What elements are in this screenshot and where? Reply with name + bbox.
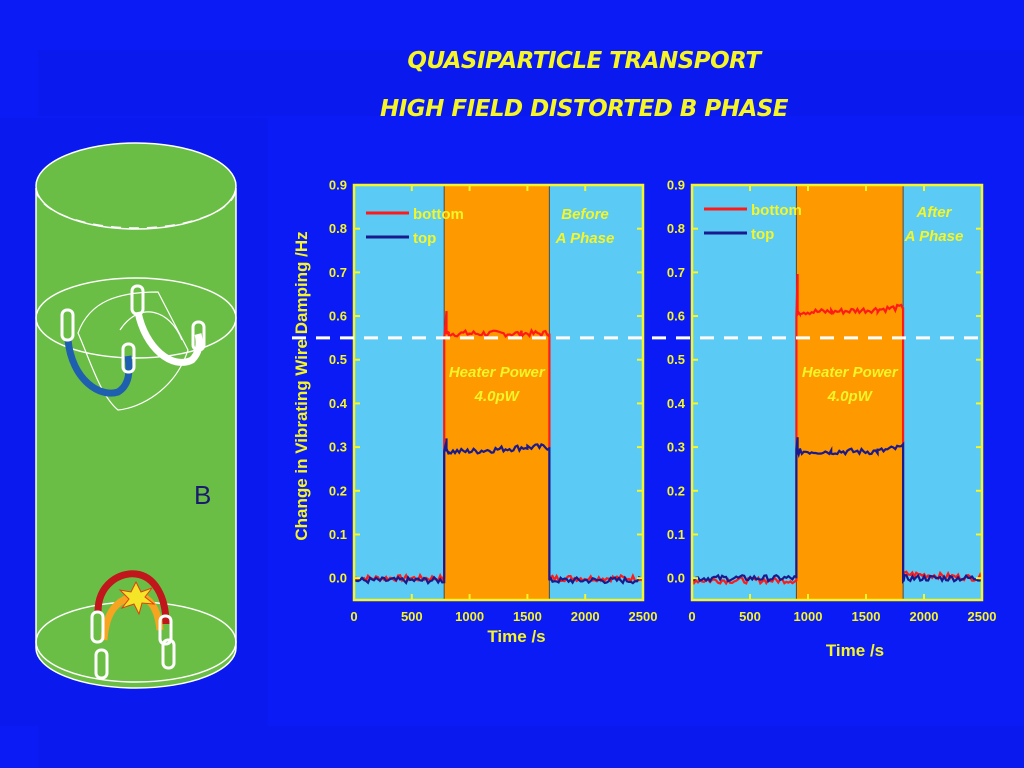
- x-tick-label: 2500: [629, 609, 658, 624]
- phase-annotation: After: [915, 204, 952, 221]
- wire-leg: [60, 308, 75, 342]
- red-wire-loop: [94, 570, 170, 625]
- wire-leg: [158, 614, 173, 646]
- phase-annotation: A Phase: [904, 228, 964, 245]
- y-tick-label: 0.2: [667, 483, 685, 498]
- heater-on-band: [444, 185, 550, 600]
- upper-plane: [35, 277, 237, 359]
- y-tick-label: 0.6: [329, 309, 347, 324]
- wire-leg: [121, 342, 136, 374]
- series-line-top: [353, 438, 644, 585]
- wire-leg: [191, 320, 206, 352]
- y-tick-label: 0.5: [329, 352, 347, 367]
- y-tick-label: 0.8: [329, 221, 347, 236]
- x-tick-label: 2000: [571, 609, 600, 624]
- cylinder-top-back-edge: [35, 187, 237, 229]
- legend-label-top: top: [751, 226, 774, 243]
- phase-label: B: [194, 480, 211, 510]
- wire-leg: [161, 638, 176, 670]
- cylinder-body: [36, 188, 236, 688]
- background-band-top: [38, 50, 1024, 116]
- phase-annotation: A Phase: [555, 230, 615, 247]
- x-tick-label: 0: [688, 609, 695, 624]
- y-tick-label: 0.4: [329, 396, 348, 411]
- blue-wire-loop: [64, 339, 133, 397]
- x-tick-label: 1500: [852, 609, 881, 624]
- x-tick-label: 1000: [455, 609, 484, 624]
- white-wire-loop: [134, 311, 203, 366]
- y-tick-label: 0.4: [667, 396, 686, 411]
- series-line-top: [691, 437, 983, 584]
- heater-power-label: Heater Power: [802, 364, 899, 381]
- y-tick-label: 0.1: [329, 527, 347, 542]
- x-tick-label: 500: [401, 609, 423, 624]
- y-tick-label: 0.0: [329, 571, 347, 586]
- wire-leg: [90, 610, 105, 644]
- phase-annotation: Before: [561, 206, 609, 223]
- slide-title-line2: HIGH FIELD DISTORTED B PHASE: [379, 96, 789, 122]
- background-band-bottom: [38, 726, 1024, 768]
- x-tick-label: 2000: [910, 609, 939, 624]
- legend-label-bottom: bottom: [751, 202, 802, 219]
- wire-leg: [94, 648, 109, 680]
- series-line-bottom: [691, 273, 984, 586]
- x-tick-label: 500: [739, 609, 761, 624]
- upper-wire-outline: [77, 291, 189, 411]
- slide-title-line1: QUASIPARTICLE TRANSPORT: [407, 48, 761, 74]
- y-tick-label: 0.0: [667, 571, 685, 586]
- y-tick-label: 0.9: [329, 178, 347, 193]
- x-tick-label: 2500: [968, 609, 997, 624]
- legend-label-top: top: [413, 230, 436, 247]
- cylinder-top: [35, 142, 237, 230]
- heater-power-label: Heater Power: [449, 364, 546, 381]
- y-tick-label: 0.3: [329, 440, 347, 455]
- heater-power-label: 4.0pW: [474, 388, 521, 405]
- heater-power-label: 4.0pW: [827, 388, 874, 405]
- spark-icon: [118, 580, 156, 616]
- x-tick-label: 1000: [794, 609, 823, 624]
- x-axis-label: Time /s: [487, 627, 545, 646]
- y-tick-label: 0.3: [667, 440, 685, 455]
- plot-frame: [352, 183, 645, 602]
- heater-on-band: [796, 185, 904, 600]
- y-tick-label: 0.7: [329, 265, 347, 280]
- cell-diagram: B: [35, 142, 237, 689]
- y-tick-label: 0.2: [329, 483, 347, 498]
- y-tick-label: 0.8: [667, 221, 685, 236]
- x-axis-label: Time /s: [826, 641, 884, 660]
- x-tick-label: 1500: [513, 609, 542, 624]
- plot-frame: [690, 183, 984, 602]
- y-tick-label: 0.5: [667, 352, 685, 367]
- y-tick-label: 0.1: [667, 527, 685, 542]
- cylinder-bottom-edge: [35, 647, 237, 689]
- y-tick-label: 0.6: [667, 309, 685, 324]
- y-tick-label: 0.7: [667, 265, 685, 280]
- y-tick-label: 0.9: [667, 178, 685, 193]
- upper-wire-outline-2: [119, 311, 183, 341]
- wire-leg: [130, 284, 145, 316]
- x-tick-label: 0: [350, 609, 357, 624]
- legend-label-bottom: bottom: [413, 206, 464, 223]
